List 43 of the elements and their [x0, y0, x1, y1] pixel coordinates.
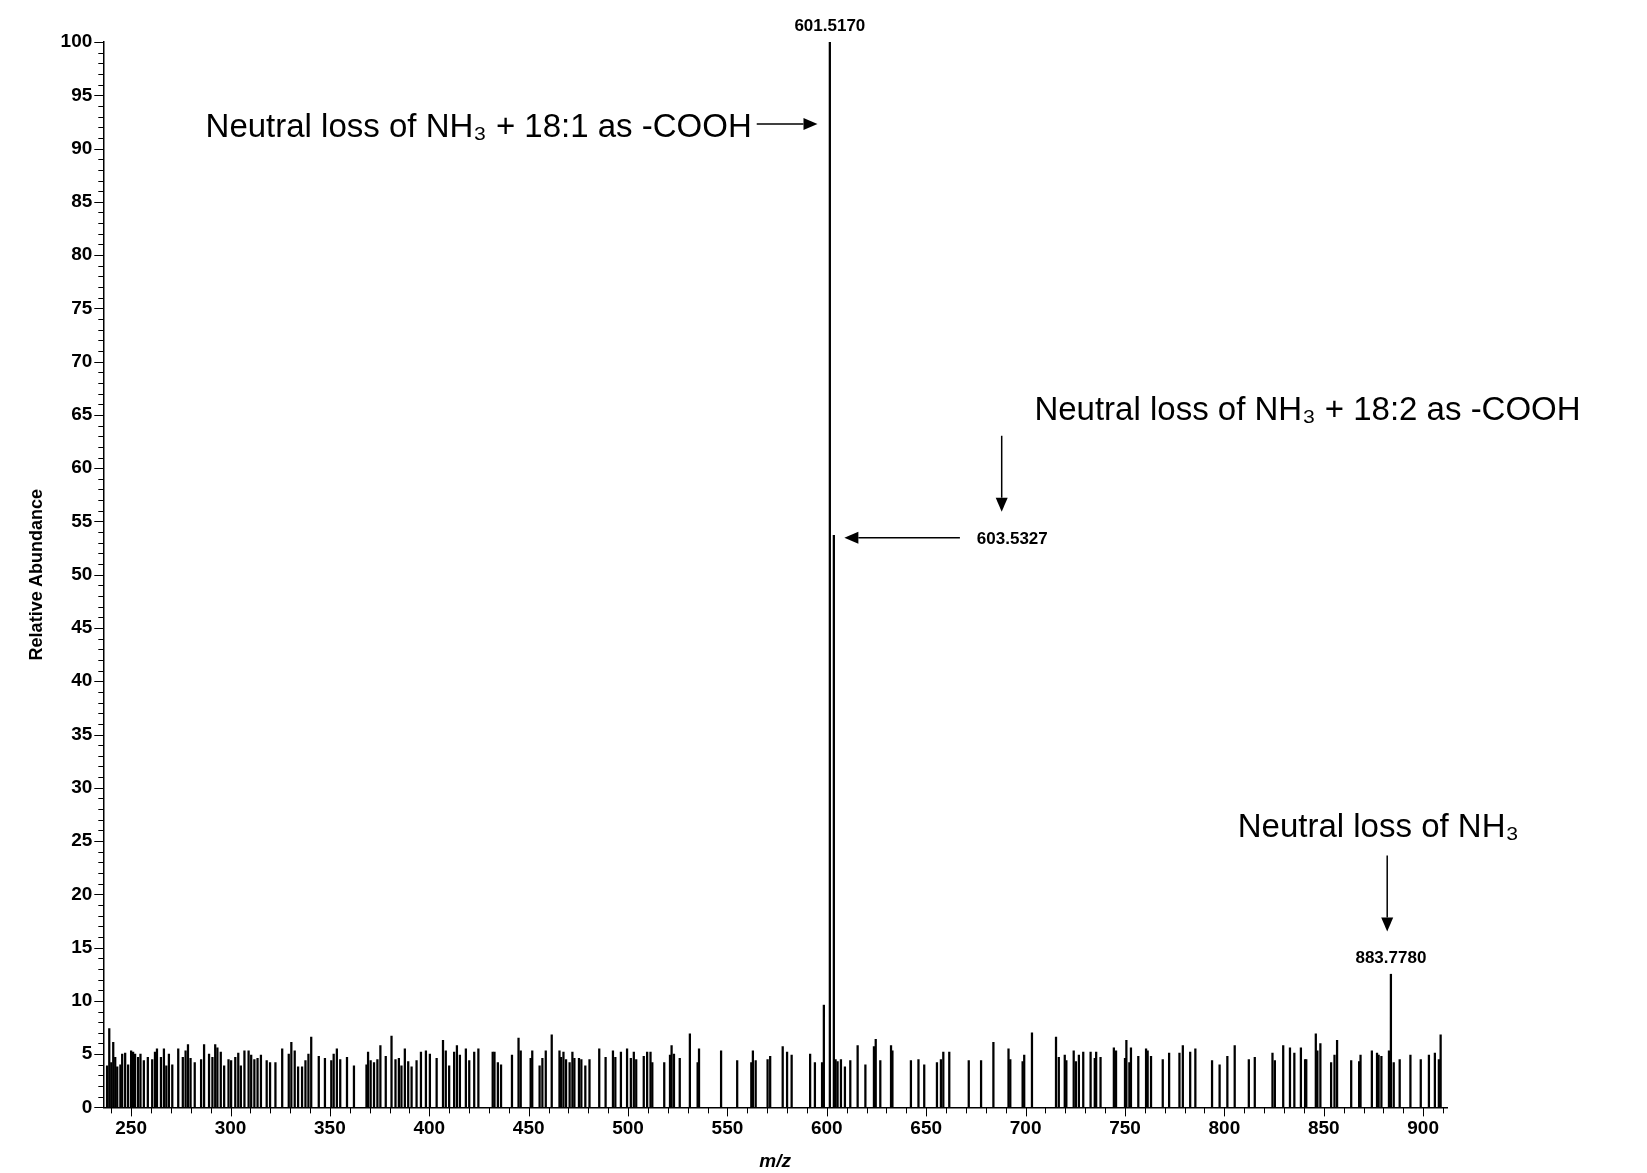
y-tick-label: 0	[81, 1095, 93, 1117]
x-tick-label: 850	[1307, 1117, 1340, 1139]
y-tick-label: 10	[71, 989, 93, 1011]
x-tick-label: 700	[1009, 1117, 1042, 1139]
x-tick-label: 900	[1407, 1117, 1439, 1139]
annotation: 883.7780	[1355, 948, 1427, 968]
y-tick-label: 5	[81, 1042, 93, 1064]
x-tick-label: 650	[910, 1117, 943, 1139]
annotation: 603.5327	[976, 528, 1048, 548]
y-tick-label: 35	[71, 722, 93, 744]
y-tick-label: 55	[71, 509, 93, 531]
x-tick-label: 600	[810, 1117, 843, 1139]
y-tick-label: 45	[71, 616, 93, 638]
y-tick-label: 85	[71, 190, 93, 212]
annotation: Neutral loss of NH₃	[1237, 806, 1519, 844]
y-tick-label: 50	[71, 562, 93, 584]
y-axis-title: Relative Abundance	[25, 489, 46, 661]
x-tick-label: 300	[214, 1117, 247, 1139]
y-tick-label: 30	[71, 776, 93, 798]
x-tick-label: 500	[612, 1117, 644, 1139]
y-tick-label: 80	[71, 243, 93, 265]
x-tick-label: 250	[115, 1117, 147, 1139]
y-tick-label: 95	[71, 83, 93, 105]
x-axis-title: m/z	[759, 1149, 792, 1171]
annotation: Neutral loss of NH₃ + 18:1 as -COOH	[205, 106, 752, 144]
y-tick-label: 40	[71, 669, 93, 691]
annotation: 601.5170	[794, 16, 866, 35]
y-tick-label: 15	[71, 935, 93, 957]
x-tick-label: 350	[314, 1117, 346, 1139]
y-tick-label: 60	[71, 456, 93, 478]
y-tick-label: 90	[71, 136, 93, 158]
y-tick-label: 70	[71, 349, 93, 371]
y-tick-label: 65	[71, 403, 93, 425]
x-tick-label: 450	[512, 1117, 545, 1139]
annotation: Neutral loss of NH₃ + 18:2 as -COOH	[1034, 389, 1581, 427]
x-tick-label: 550	[711, 1117, 744, 1139]
y-tick-label: 20	[71, 882, 93, 904]
x-tick-label: 400	[413, 1117, 446, 1139]
y-tick-label: 75	[71, 296, 93, 318]
x-tick-label: 750	[1109, 1117, 1141, 1139]
x-tick-label: 800	[1208, 1117, 1241, 1139]
y-tick-label: 25	[71, 829, 93, 851]
y-tick-label: 100	[60, 30, 93, 52]
